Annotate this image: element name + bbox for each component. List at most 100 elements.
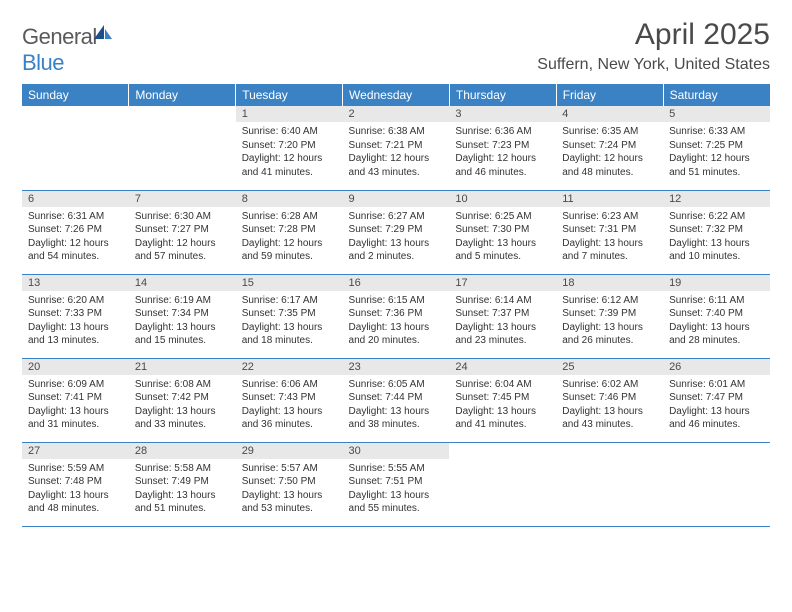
calendar-row: 20Sunrise: 6:09 AMSunset: 7:41 PMDayligh… xyxy=(22,358,770,442)
sunset-text: Sunset: 7:32 PM xyxy=(669,223,764,237)
calendar-row: 13Sunrise: 6:20 AMSunset: 7:33 PMDayligh… xyxy=(22,274,770,358)
sunset-text: Sunset: 7:20 PM xyxy=(242,139,337,153)
day-details: Sunrise: 5:57 AMSunset: 7:50 PMDaylight:… xyxy=(236,459,343,518)
day-number: 8 xyxy=(236,191,343,207)
calendar-cell: 11Sunrise: 6:23 AMSunset: 7:31 PMDayligh… xyxy=(556,190,663,274)
day-details: Sunrise: 6:23 AMSunset: 7:31 PMDaylight:… xyxy=(556,207,663,266)
daylight-text-2: and 46 minutes. xyxy=(455,166,550,180)
day-number: 27 xyxy=(22,443,129,459)
daylight-text-2: and 41 minutes. xyxy=(242,166,337,180)
daylight-text-2: and 10 minutes. xyxy=(669,250,764,264)
calendar-cell: 5Sunrise: 6:33 AMSunset: 7:25 PMDaylight… xyxy=(663,106,770,190)
sunset-text: Sunset: 7:49 PM xyxy=(135,475,230,489)
sunset-text: Sunset: 7:46 PM xyxy=(562,391,657,405)
daylight-text-2: and 48 minutes. xyxy=(562,166,657,180)
day-details: Sunrise: 6:22 AMSunset: 7:32 PMDaylight:… xyxy=(663,207,770,266)
sunrise-text: Sunrise: 6:31 AM xyxy=(28,210,123,224)
day-number: 28 xyxy=(129,443,236,459)
calendar-cell xyxy=(449,442,556,526)
sunrise-text: Sunrise: 6:19 AM xyxy=(135,294,230,308)
day-details: Sunrise: 6:11 AMSunset: 7:40 PMDaylight:… xyxy=(663,291,770,350)
calendar-cell: 7Sunrise: 6:30 AMSunset: 7:27 PMDaylight… xyxy=(129,190,236,274)
daylight-text-1: Daylight: 13 hours xyxy=(349,237,444,251)
daylight-text-2: and 26 minutes. xyxy=(562,334,657,348)
sunrise-text: Sunrise: 6:17 AM xyxy=(242,294,337,308)
daylight-text-1: Daylight: 12 hours xyxy=(669,152,764,166)
sunset-text: Sunset: 7:28 PM xyxy=(242,223,337,237)
calendar-cell: 1Sunrise: 6:40 AMSunset: 7:20 PMDaylight… xyxy=(236,106,343,190)
day-details: Sunrise: 6:33 AMSunset: 7:25 PMDaylight:… xyxy=(663,122,770,181)
daylight-text-2: and 28 minutes. xyxy=(669,334,764,348)
weekday-header: Saturday xyxy=(663,84,770,106)
daylight-text-2: and 53 minutes. xyxy=(242,502,337,516)
day-number: 5 xyxy=(663,106,770,122)
daylight-text-2: and 5 minutes. xyxy=(455,250,550,264)
day-number: 18 xyxy=(556,275,663,291)
day-number: 30 xyxy=(343,443,450,459)
day-details: Sunrise: 6:05 AMSunset: 7:44 PMDaylight:… xyxy=(343,375,450,434)
daylight-text-1: Daylight: 13 hours xyxy=(669,321,764,335)
sunset-text: Sunset: 7:34 PM xyxy=(135,307,230,321)
calendar-cell: 26Sunrise: 6:01 AMSunset: 7:47 PMDayligh… xyxy=(663,358,770,442)
day-details: Sunrise: 6:31 AMSunset: 7:26 PMDaylight:… xyxy=(22,207,129,266)
weekday-header: Tuesday xyxy=(236,84,343,106)
sunset-text: Sunset: 7:23 PM xyxy=(455,139,550,153)
sunset-text: Sunset: 7:44 PM xyxy=(349,391,444,405)
daylight-text-2: and 15 minutes. xyxy=(135,334,230,348)
sunrise-text: Sunrise: 6:09 AM xyxy=(28,378,123,392)
daylight-text-2: and 43 minutes. xyxy=(562,418,657,432)
sunset-text: Sunset: 7:36 PM xyxy=(349,307,444,321)
sunset-text: Sunset: 7:30 PM xyxy=(455,223,550,237)
daylight-text-1: Daylight: 13 hours xyxy=(669,237,764,251)
daylight-text-2: and 31 minutes. xyxy=(28,418,123,432)
sunrise-text: Sunrise: 6:40 AM xyxy=(242,125,337,139)
calendar-cell: 25Sunrise: 6:02 AMSunset: 7:46 PMDayligh… xyxy=(556,358,663,442)
day-number: 23 xyxy=(343,359,450,375)
day-details: Sunrise: 5:59 AMSunset: 7:48 PMDaylight:… xyxy=(22,459,129,518)
sunset-text: Sunset: 7:39 PM xyxy=(562,307,657,321)
day-details: Sunrise: 6:14 AMSunset: 7:37 PMDaylight:… xyxy=(449,291,556,350)
calendar-cell: 10Sunrise: 6:25 AMSunset: 7:30 PMDayligh… xyxy=(449,190,556,274)
day-details: Sunrise: 6:02 AMSunset: 7:46 PMDaylight:… xyxy=(556,375,663,434)
daylight-text-1: Daylight: 13 hours xyxy=(135,321,230,335)
calendar-cell: 3Sunrise: 6:36 AMSunset: 7:23 PMDaylight… xyxy=(449,106,556,190)
sunrise-text: Sunrise: 6:20 AM xyxy=(28,294,123,308)
daylight-text-2: and 41 minutes. xyxy=(455,418,550,432)
day-details: Sunrise: 6:08 AMSunset: 7:42 PMDaylight:… xyxy=(129,375,236,434)
calendar-cell xyxy=(663,442,770,526)
day-details: Sunrise: 6:09 AMSunset: 7:41 PMDaylight:… xyxy=(22,375,129,434)
day-number: 26 xyxy=(663,359,770,375)
day-number: 7 xyxy=(129,191,236,207)
day-details: Sunrise: 6:30 AMSunset: 7:27 PMDaylight:… xyxy=(129,207,236,266)
day-number: 6 xyxy=(22,191,129,207)
daylight-text-2: and 7 minutes. xyxy=(562,250,657,264)
sunrise-text: Sunrise: 5:57 AM xyxy=(242,462,337,476)
calendar-cell: 2Sunrise: 6:38 AMSunset: 7:21 PMDaylight… xyxy=(343,106,450,190)
daylight-text-1: Daylight: 13 hours xyxy=(669,405,764,419)
day-details: Sunrise: 6:28 AMSunset: 7:28 PMDaylight:… xyxy=(236,207,343,266)
sunrise-text: Sunrise: 6:04 AM xyxy=(455,378,550,392)
daylight-text-2: and 54 minutes. xyxy=(28,250,123,264)
sunrise-text: Sunrise: 6:23 AM xyxy=(562,210,657,224)
sunset-text: Sunset: 7:26 PM xyxy=(28,223,123,237)
calendar-cell: 21Sunrise: 6:08 AMSunset: 7:42 PMDayligh… xyxy=(129,358,236,442)
sunrise-text: Sunrise: 6:27 AM xyxy=(349,210,444,224)
calendar-cell: 16Sunrise: 6:15 AMSunset: 7:36 PMDayligh… xyxy=(343,274,450,358)
sunset-text: Sunset: 7:33 PM xyxy=(28,307,123,321)
calendar-cell: 20Sunrise: 6:09 AMSunset: 7:41 PMDayligh… xyxy=(22,358,129,442)
day-details: Sunrise: 5:55 AMSunset: 7:51 PMDaylight:… xyxy=(343,459,450,518)
sunrise-text: Sunrise: 6:02 AM xyxy=(562,378,657,392)
daylight-text-1: Daylight: 13 hours xyxy=(455,405,550,419)
sunrise-text: Sunrise: 6:25 AM xyxy=(455,210,550,224)
calendar-cell: 23Sunrise: 6:05 AMSunset: 7:44 PMDayligh… xyxy=(343,358,450,442)
weekday-header: Monday xyxy=(129,84,236,106)
sunrise-text: Sunrise: 6:35 AM xyxy=(562,125,657,139)
sunrise-text: Sunrise: 6:12 AM xyxy=(562,294,657,308)
logo-text-blue: Blue xyxy=(22,50,64,75)
day-details: Sunrise: 6:01 AMSunset: 7:47 PMDaylight:… xyxy=(663,375,770,434)
sunrise-text: Sunrise: 5:58 AM xyxy=(135,462,230,476)
day-details: Sunrise: 6:38 AMSunset: 7:21 PMDaylight:… xyxy=(343,122,450,181)
calendar-cell: 18Sunrise: 6:12 AMSunset: 7:39 PMDayligh… xyxy=(556,274,663,358)
day-number: 2 xyxy=(343,106,450,122)
calendar-cell: 9Sunrise: 6:27 AMSunset: 7:29 PMDaylight… xyxy=(343,190,450,274)
